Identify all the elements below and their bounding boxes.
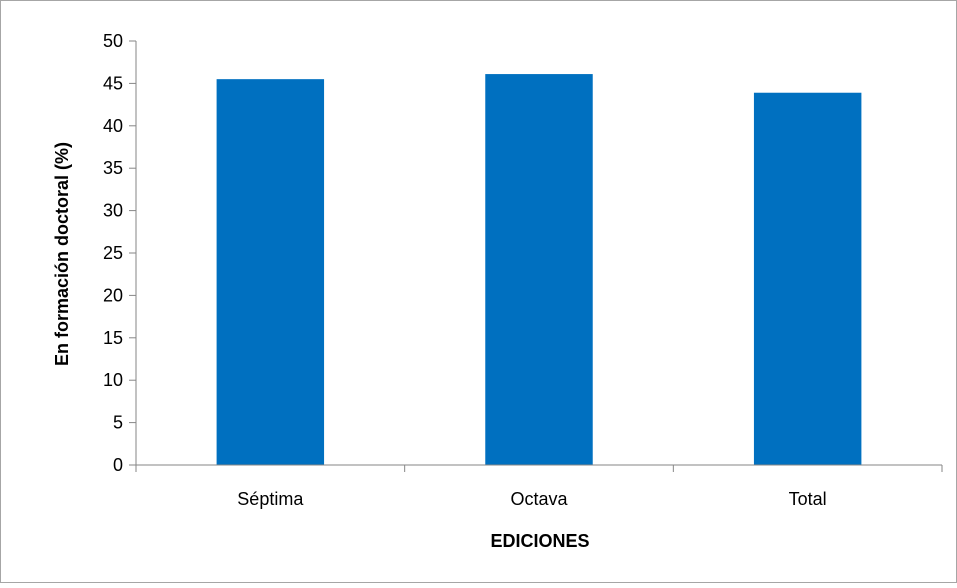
y-axis-title: En formación doctoral (%) — [52, 142, 72, 366]
y-tick-label: 40 — [103, 116, 123, 136]
x-category-label: Séptima — [237, 489, 304, 509]
y-tick-label: 25 — [103, 243, 123, 263]
bars-layer — [216, 74, 862, 466]
bar-octava — [485, 74, 593, 466]
x-category-label: Total — [789, 489, 827, 509]
y-tick-label: 50 — [103, 31, 123, 51]
y-tick-label: 45 — [103, 73, 123, 93]
x-category-label: Octava — [510, 489, 568, 509]
y-tick-label: 0 — [113, 455, 123, 475]
x-axis-title: EDICIONES — [490, 531, 589, 551]
bar-séptima — [216, 79, 325, 465]
axes-layer — [129, 40, 943, 472]
y-tick-label: 35 — [103, 158, 123, 178]
y-tick-label: 5 — [113, 413, 123, 433]
bar-total — [753, 92, 862, 465]
y-tick-label: 15 — [103, 328, 123, 348]
y-tick-label: 30 — [103, 201, 123, 221]
y-tick-label: 10 — [103, 370, 123, 390]
labels-layer: 0 5 10 15 20 25 30 35 40 45 50 Séptima Octava Total — [103, 31, 827, 509]
y-tick-label: 20 — [103, 285, 123, 305]
